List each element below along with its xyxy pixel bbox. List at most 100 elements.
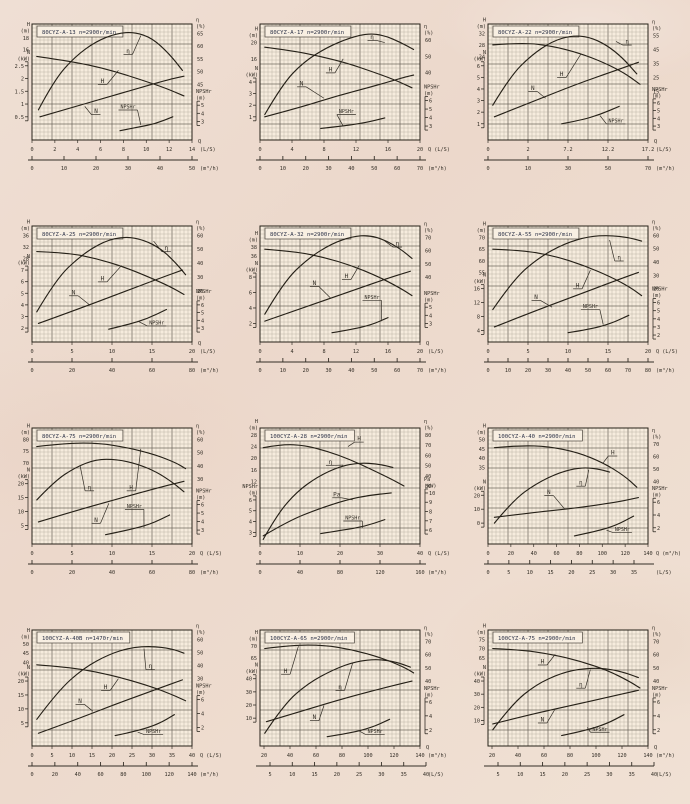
svg-text:Q (m³/h): Q (m³/h) (656, 551, 681, 557)
curve-label-N: N (300, 80, 304, 87)
svg-text:80: 80 (120, 772, 126, 778)
svg-text:0: 0 (258, 570, 261, 576)
svg-text:3: 3 (201, 528, 204, 534)
svg-text:35: 35 (629, 772, 635, 778)
svg-text:60: 60 (605, 368, 611, 374)
svg-text:6: 6 (249, 498, 252, 504)
svg-text:36: 36 (23, 233, 29, 239)
svg-text:(L/S): (L/S) (428, 772, 444, 778)
svg-text:140: 140 (187, 772, 196, 778)
svg-text:30: 30 (474, 692, 480, 698)
svg-text:30: 30 (606, 772, 612, 778)
svg-text:8: 8 (429, 510, 432, 516)
svg-text:70: 70 (417, 166, 423, 172)
svg-text:70: 70 (251, 644, 257, 650)
svg-text:Q: Q (198, 341, 201, 347)
svg-text:25: 25 (584, 772, 590, 778)
svg-text:32: 32 (23, 245, 29, 251)
svg-text:40: 40 (653, 479, 659, 485)
svg-text:20: 20 (474, 705, 480, 711)
svg-text:30: 30 (125, 166, 131, 172)
svg-text:0: 0 (30, 368, 33, 374)
curve-NPSHr (326, 718, 391, 738)
svg-text:3: 3 (201, 326, 204, 332)
svg-text:(kW): (kW) (18, 672, 31, 678)
svg-text:55: 55 (197, 57, 203, 63)
svg-text:40: 40 (75, 772, 81, 778)
pump-chart-100CYZ-A-40B: 100CYZ-A-40B n=1470r/min η H N NPSHr H (m) 50 45… (7, 616, 228, 788)
svg-text:(m): (m) (196, 96, 205, 102)
svg-text:20: 20 (251, 456, 257, 462)
svg-text:20: 20 (334, 772, 340, 778)
curve-label-N: N (78, 698, 82, 705)
pump-chart-canvas: 100CYZ-A-75 n=2900r/minHηNNPSHrH(m)75706… (474, 623, 675, 778)
svg-text:80: 80 (189, 368, 195, 374)
svg-text:60: 60 (541, 753, 547, 759)
svg-text:60: 60 (197, 44, 203, 50)
svg-text:2: 2 (657, 333, 660, 339)
svg-text:100: 100 (363, 753, 372, 759)
svg-text:(m): (m) (249, 237, 258, 243)
svg-text:80: 80 (337, 570, 343, 576)
svg-text:40: 40 (515, 753, 521, 759)
svg-text:120: 120 (389, 753, 398, 759)
svg-text:100: 100 (598, 551, 607, 557)
svg-text:NPSHr: NPSHr (424, 85, 440, 91)
svg-text:100CYZ-A-40B n=1470r/min: 100CYZ-A-40B n=1470r/min (42, 636, 123, 642)
svg-text:70: 70 (479, 647, 485, 653)
svg-text:η: η (424, 222, 427, 228)
svg-text:N: N (27, 50, 30, 56)
curve-eta (492, 667, 639, 731)
svg-text:40: 40 (425, 679, 431, 685)
svg-text:H: H (255, 630, 258, 636)
svg-text:60: 60 (394, 166, 400, 172)
svg-text:10: 10 (280, 166, 286, 172)
curve-label-η: η (617, 254, 621, 261)
svg-text:H: H (27, 424, 30, 430)
svg-text:3: 3 (477, 99, 480, 105)
svg-text:60: 60 (394, 368, 400, 374)
svg-text:10: 10 (474, 507, 480, 513)
svg-text:3: 3 (429, 124, 432, 130)
svg-text:10: 10 (474, 718, 480, 724)
svg-text:4: 4 (657, 714, 660, 720)
svg-text:70: 70 (625, 368, 631, 374)
svg-text:4: 4 (201, 318, 204, 324)
svg-text:80: 80 (23, 438, 29, 444)
svg-text:(L/S): (L/S) (200, 349, 216, 355)
pump-chart-canvas: 80CYZ-A-17 n=2900r/minηHNNPSHrH(m)2016N(… (246, 23, 450, 172)
svg-text:Q: Q (426, 341, 429, 347)
svg-text:H: H (255, 27, 258, 33)
svg-text:Q (L/S): Q (L/S) (200, 753, 222, 759)
curve-label-NPSHr: NPSHr (149, 320, 164, 326)
svg-text:2: 2 (201, 725, 204, 731)
svg-text:40: 40 (425, 474, 431, 480)
svg-text:50: 50 (425, 54, 431, 60)
svg-text:40: 40 (197, 261, 203, 267)
curve-label-H: H (104, 684, 108, 691)
svg-text:20: 20 (645, 349, 651, 355)
svg-text:H: H (27, 22, 30, 28)
svg-text:50: 50 (425, 262, 431, 268)
svg-text:H: H (483, 17, 486, 23)
svg-text:N: N (255, 66, 258, 72)
svg-text:65: 65 (197, 31, 203, 37)
svg-text:(m³/h): (m³/h) (656, 368, 675, 374)
svg-text:15: 15 (311, 772, 317, 778)
svg-text:(m): (m) (652, 293, 661, 299)
svg-text:N: N (483, 665, 486, 671)
svg-text:15: 15 (547, 570, 553, 576)
svg-text:(m): (m) (652, 493, 661, 499)
svg-text:10: 10 (517, 772, 523, 778)
svg-text:120: 120 (620, 551, 629, 557)
svg-text:80: 80 (576, 551, 582, 557)
svg-text:(m): (m) (652, 93, 661, 99)
curve-N (492, 689, 639, 725)
svg-text:30: 30 (610, 570, 616, 576)
svg-text:100: 100 (142, 772, 151, 778)
svg-text:(m³/h): (m³/h) (428, 570, 447, 576)
pump-chart-canvas: 80CYZ-A-55 n=2900r/minηHNNPSHrH(m)706560… (474, 219, 678, 374)
svg-text:0: 0 (486, 551, 489, 557)
svg-text:NPSHr: NPSHr (424, 686, 440, 692)
